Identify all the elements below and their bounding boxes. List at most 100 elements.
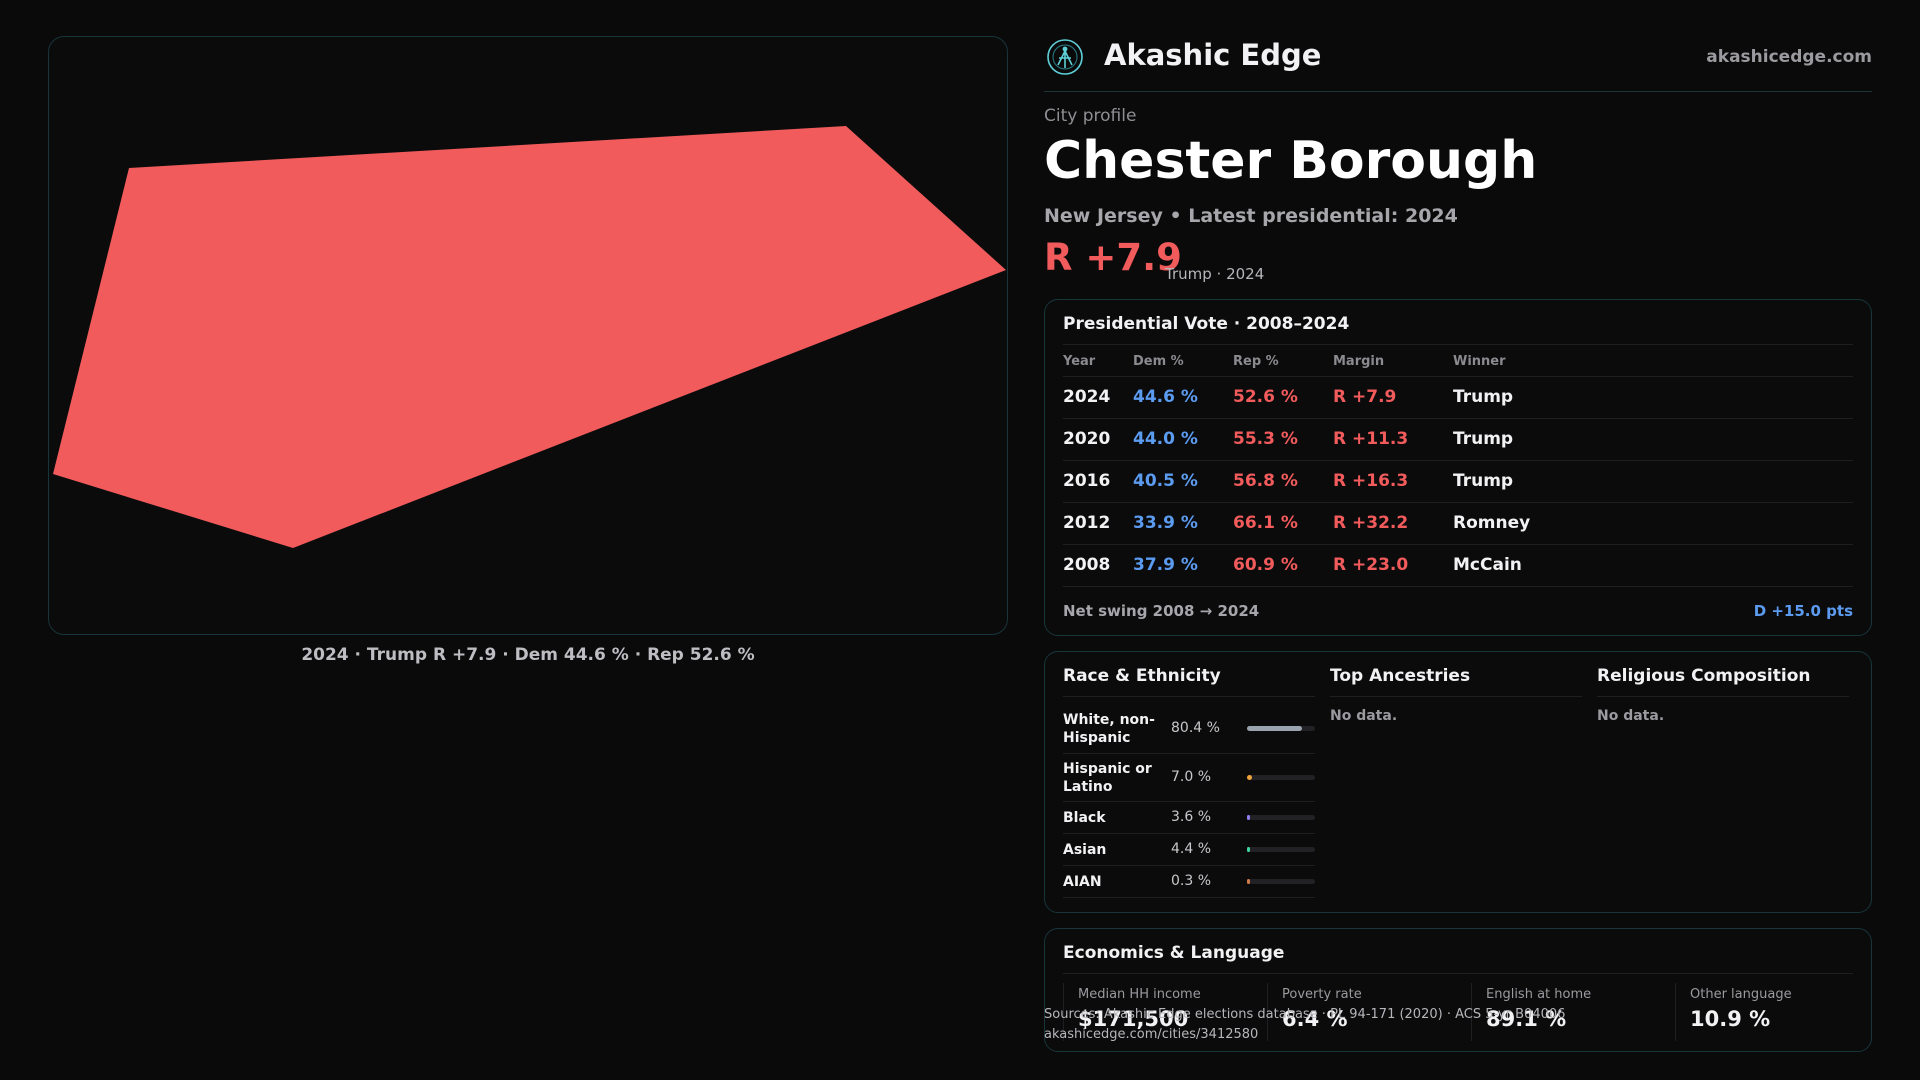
race-bar-fill bbox=[1247, 775, 1252, 780]
stat-value: $171,500 bbox=[1078, 1007, 1189, 1031]
race-row: Asian 4.4 % bbox=[1063, 834, 1315, 866]
race-bar bbox=[1247, 847, 1315, 852]
cell-winner: Romney bbox=[1453, 502, 1853, 545]
cell-margin: R +16.3 bbox=[1333, 460, 1453, 503]
race-row: White, non-Hispanic 80.4 % bbox=[1063, 704, 1315, 754]
divider bbox=[1063, 973, 1853, 974]
page-title: Chester Borough bbox=[1044, 131, 1538, 191]
race-pct: 4.4 % bbox=[1171, 841, 1212, 857]
cell-year: 2016 bbox=[1063, 460, 1133, 503]
table-row: 2024 44.6 % 52.6 % R +7.9 Trump bbox=[1063, 376, 1853, 419]
col-header-winner: Winner bbox=[1453, 348, 1853, 377]
presidential-vote-card: Presidential Vote · 2008–2024 Year Dem %… bbox=[1044, 299, 1872, 636]
col-header-margin: Margin bbox=[1333, 348, 1453, 377]
city-boundary-shape[interactable] bbox=[53, 126, 1006, 548]
brand-name: Akashic Edge bbox=[1104, 38, 1322, 72]
latest-margin: R +7.9 bbox=[1044, 236, 1182, 279]
cell-winner: Trump bbox=[1453, 460, 1853, 503]
source-url[interactable]: akashicedge.com/cities/3412580 bbox=[1044, 1027, 1259, 1042]
cell-rep: 66.1 % bbox=[1233, 502, 1333, 545]
stat-english-at-home: English at home 89.1 % bbox=[1471, 983, 1667, 1041]
net-swing-value: D +15.0 pts bbox=[1753, 602, 1853, 620]
race-bar-fill bbox=[1247, 879, 1250, 884]
cell-rep: 60.9 % bbox=[1233, 544, 1333, 587]
race-pct: 0.3 % bbox=[1171, 873, 1212, 889]
cell-winner: McCain bbox=[1453, 544, 1853, 587]
presidential-vote-table: Year Dem % Rep % Margin Winner 2024 44.6… bbox=[1063, 348, 1853, 587]
race-bar-fill bbox=[1247, 726, 1302, 731]
stat-other-language: Other language 10.9 % bbox=[1675, 983, 1855, 1041]
col-header-rep: Rep % bbox=[1233, 348, 1333, 377]
stat-value: 89.1 % bbox=[1486, 1007, 1567, 1031]
col-header-year: Year bbox=[1063, 348, 1133, 377]
economics-title: Economics & Language bbox=[1063, 943, 1285, 963]
cell-dem: 44.6 % bbox=[1133, 376, 1233, 419]
cell-dem: 33.9 % bbox=[1133, 502, 1233, 545]
table-header-row: Year Dem % Rep % Margin Winner bbox=[1063, 348, 1853, 377]
table-row: 2012 33.9 % 66.1 % R +32.2 Romney bbox=[1063, 502, 1853, 545]
akashic-edge-logo-icon bbox=[1047, 39, 1083, 75]
race-bar bbox=[1247, 815, 1315, 820]
cell-rep: 55.3 % bbox=[1233, 418, 1333, 461]
table-row: 2016 40.5 % 56.8 % R +16.3 Trump bbox=[1063, 460, 1853, 503]
page-subtitle: New Jersey • Latest presidential: 2024 bbox=[1044, 205, 1458, 227]
source-citation: Sources: Akashic Edge elections database… bbox=[1044, 1007, 1566, 1022]
race-pct: 7.0 % bbox=[1171, 769, 1212, 785]
cell-winner: Trump bbox=[1453, 376, 1853, 419]
divider bbox=[1063, 344, 1853, 345]
race-name: White, non-Hispanic bbox=[1063, 712, 1155, 746]
page-kicker: City profile bbox=[1044, 106, 1137, 126]
religion-title: Religious Composition bbox=[1597, 666, 1811, 686]
stat-median-income: Median HH income $171,500 bbox=[1063, 983, 1259, 1041]
race-name: Black bbox=[1063, 810, 1106, 826]
source-footer: Sources: Akashic Edge elections database… bbox=[1044, 1005, 1565, 1045]
cell-winner: Trump bbox=[1453, 418, 1853, 461]
cell-rep: 52.6 % bbox=[1233, 376, 1333, 419]
stat-label: Poverty rate bbox=[1282, 987, 1362, 1002]
race-bar bbox=[1247, 879, 1315, 884]
divider bbox=[1063, 696, 1315, 697]
race-bar bbox=[1247, 726, 1315, 731]
race-row: Black 3.6 % bbox=[1063, 802, 1315, 834]
cell-year: 2008 bbox=[1063, 544, 1133, 587]
religion-empty: No data. bbox=[1597, 708, 1665, 724]
race-row: AIAN 0.3 % bbox=[1063, 866, 1315, 898]
cell-dem: 37.9 % bbox=[1133, 544, 1233, 587]
economics-card: Economics & Language Median HH income $1… bbox=[1044, 928, 1872, 1052]
ancestries-empty: No data. bbox=[1330, 708, 1398, 724]
race-ethnicity-title: Race & Ethnicity bbox=[1063, 666, 1221, 686]
stat-label: English at home bbox=[1486, 987, 1592, 1002]
cell-year: 2024 bbox=[1063, 376, 1133, 419]
demographics-card: Race & Ethnicity White, non-Hispanic 80.4… bbox=[1044, 651, 1872, 913]
divider bbox=[1597, 696, 1849, 697]
table-row: 2020 44.0 % 55.3 % R +11.3 Trump bbox=[1063, 418, 1853, 461]
race-pct: 80.4 % bbox=[1171, 720, 1220, 736]
cell-year: 2012 bbox=[1063, 502, 1133, 545]
site-link[interactable]: akashicedge.com bbox=[1706, 47, 1872, 67]
stat-value: 10.9 % bbox=[1690, 1007, 1771, 1031]
cell-margin: R +23.0 bbox=[1333, 544, 1453, 587]
header: Akashic Edge akashicedge.com bbox=[1044, 36, 1872, 92]
race-bar bbox=[1247, 775, 1315, 780]
cell-rep: 56.8 % bbox=[1233, 460, 1333, 503]
col-header-dem: Dem % bbox=[1133, 348, 1233, 377]
cell-dem: 44.0 % bbox=[1133, 418, 1233, 461]
divider bbox=[1330, 696, 1582, 697]
stat-value: 6.4 % bbox=[1282, 1007, 1348, 1031]
stat-label: Median HH income bbox=[1078, 987, 1201, 1002]
table-row: 2008 37.9 % 60.9 % R +23.0 McCain bbox=[1063, 544, 1853, 587]
race-name: AIAN bbox=[1063, 874, 1102, 890]
cell-dem: 40.5 % bbox=[1133, 460, 1233, 503]
race-row: Hispanic or Latino 7.0 % bbox=[1063, 754, 1315, 802]
race-pct: 3.6 % bbox=[1171, 809, 1212, 825]
boundary-map-svg bbox=[53, 126, 1006, 548]
race-bar-fill bbox=[1247, 815, 1250, 820]
cell-margin: R +11.3 bbox=[1333, 418, 1453, 461]
race-name: Asian bbox=[1063, 842, 1107, 858]
net-swing-label: Net swing 2008 → 2024 bbox=[1063, 602, 1260, 620]
cell-margin: R +7.9 bbox=[1333, 376, 1453, 419]
stat-label: Other language bbox=[1690, 987, 1792, 1002]
race-bar-fill bbox=[1247, 847, 1250, 852]
boundary-map[interactable] bbox=[48, 36, 1008, 635]
profile-panel: Akashic Edge akashicedge.com City profil… bbox=[1044, 36, 1872, 1052]
